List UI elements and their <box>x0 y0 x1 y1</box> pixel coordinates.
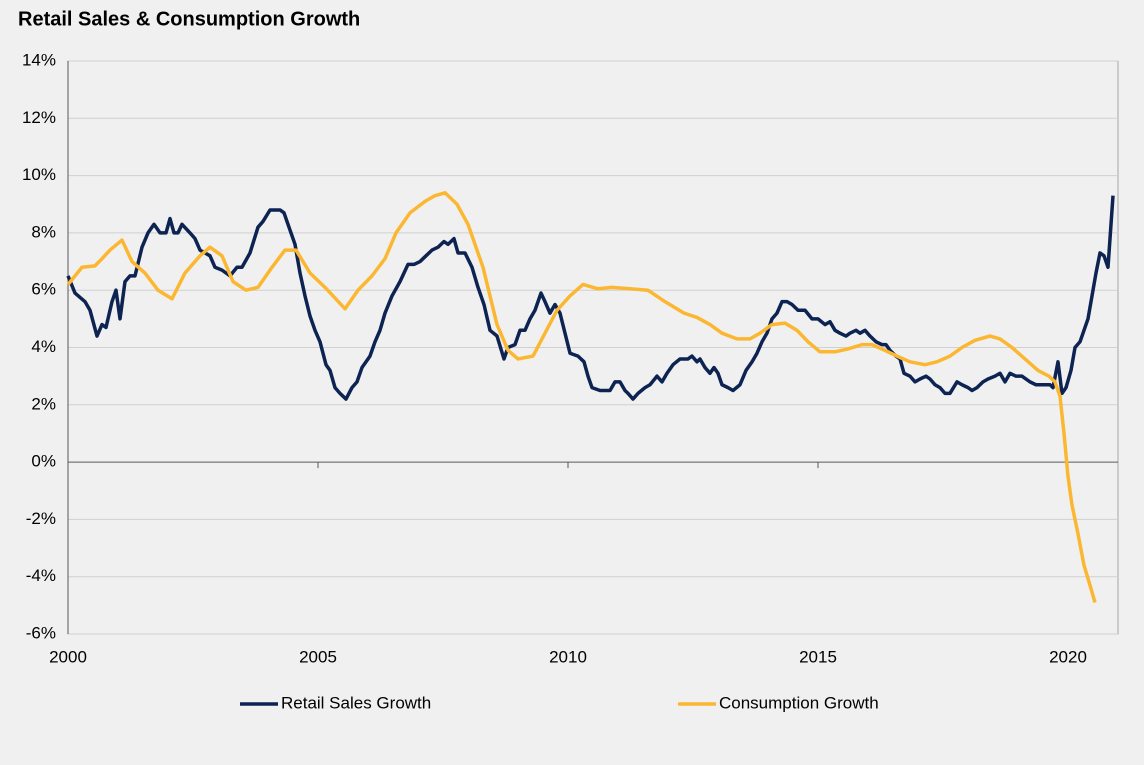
series-line <box>66 191 1097 603</box>
legend-label: Retail Sales Growth <box>281 693 431 712</box>
y-tick-label: 6% <box>31 280 56 299</box>
y-tick-label: -4% <box>26 566 56 585</box>
x-tick-label: 2005 <box>299 647 337 666</box>
y-tick-label: 2% <box>31 394 56 413</box>
legend-label: Consumption Growth <box>719 693 879 712</box>
y-tick-label: 0% <box>31 452 56 471</box>
x-tick-label: 2010 <box>549 647 587 666</box>
y-tick-label: 14% <box>22 50 56 69</box>
y-tick-label: 8% <box>31 222 56 241</box>
y-tick-label: 4% <box>31 337 56 356</box>
y-tick-label: 10% <box>22 165 56 184</box>
chart-title: Retail Sales & Consumption Growth <box>18 8 360 30</box>
y-tick-label: -2% <box>26 509 56 528</box>
x-tick-label: 2015 <box>799 647 837 666</box>
y-tick-label: -6% <box>26 623 56 642</box>
x-tick-label: 2020 <box>1049 647 1087 666</box>
y-tick-label: 12% <box>22 108 56 127</box>
series-line <box>66 195 1115 401</box>
x-tick-label: 2000 <box>49 647 87 666</box>
